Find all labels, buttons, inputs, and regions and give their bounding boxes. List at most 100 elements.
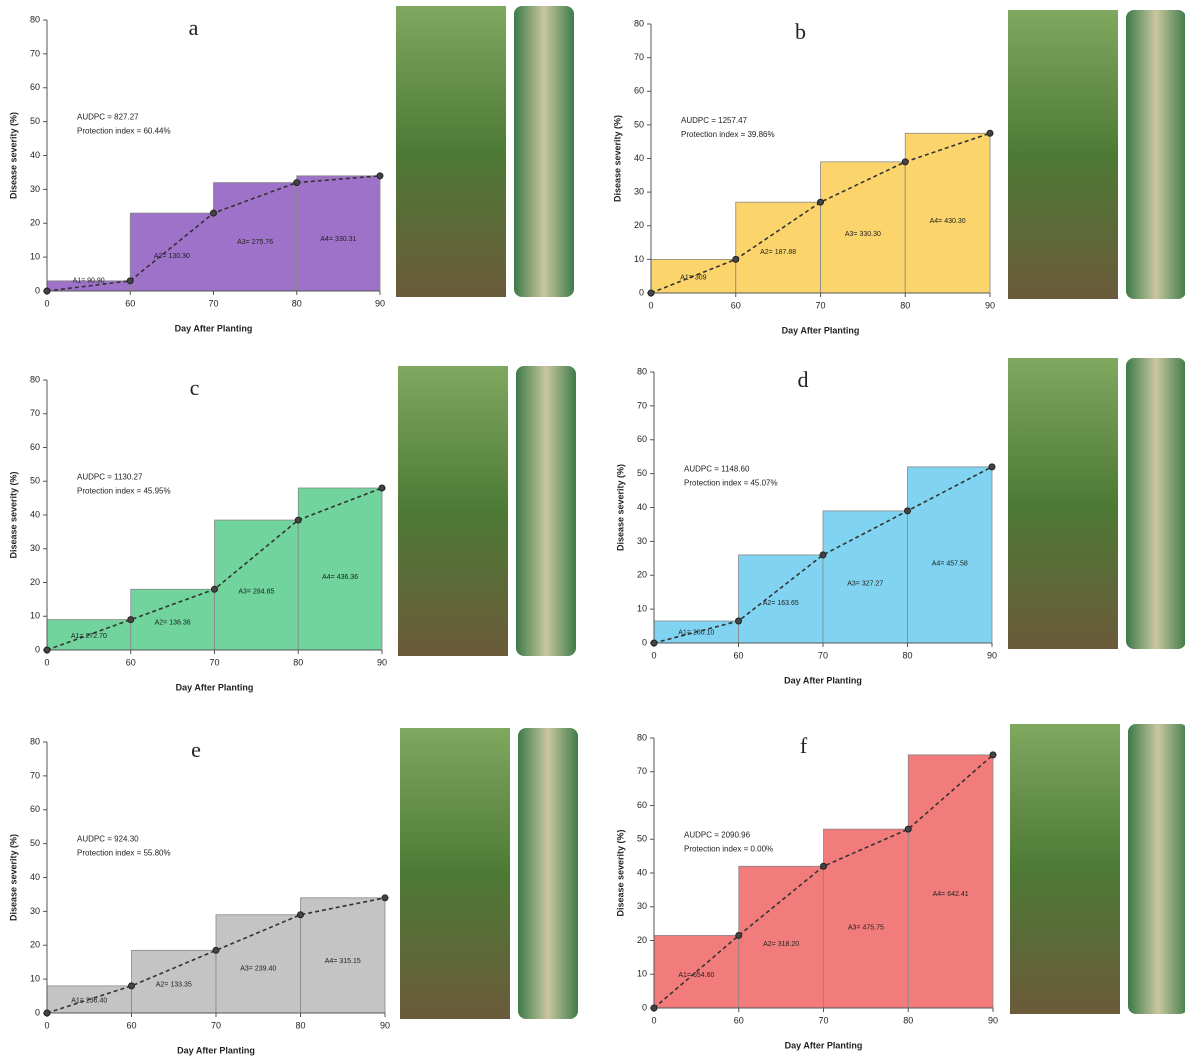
- y-tick-label: 50: [634, 119, 644, 129]
- y-tick-label: 0: [35, 1007, 40, 1017]
- x-tick-label: 60: [125, 298, 135, 308]
- plant-photo: [1008, 358, 1118, 649]
- y-tick-label: 40: [634, 153, 644, 163]
- severity-point: [736, 618, 742, 624]
- x-tick-label: 90: [985, 300, 995, 310]
- area-label: A1= 654.60: [678, 972, 714, 979]
- y-tick-label: 50: [30, 838, 40, 848]
- severity-point: [651, 1005, 657, 1011]
- plant-photo: [1008, 10, 1118, 299]
- area-label: A3= 275.76: [237, 239, 273, 246]
- y-tick-label: 0: [639, 287, 644, 297]
- y-axis-label: Disease severity (%): [615, 464, 625, 551]
- severity-point: [295, 517, 301, 523]
- area-bar: [908, 467, 993, 643]
- y-tick-label: 20: [30, 940, 40, 950]
- y-tick-label: 70: [637, 766, 647, 776]
- y-tick-label: 10: [30, 974, 40, 984]
- severity-point: [821, 863, 827, 869]
- x-tick-label: 80: [900, 300, 910, 310]
- y-tick-label: 20: [634, 220, 644, 230]
- x-tick-label: 80: [903, 1015, 913, 1025]
- plant-photo: [1010, 724, 1120, 1014]
- severity-point: [990, 752, 996, 758]
- area-bar: [214, 183, 297, 291]
- leaf-photo: [1126, 10, 1185, 299]
- x-tick-label: 0: [651, 1015, 656, 1025]
- severity-point: [44, 288, 50, 294]
- severity-point: [651, 640, 657, 646]
- y-tick-label: 80: [30, 736, 40, 746]
- area-bar: [739, 866, 824, 1008]
- x-tick-label: 60: [126, 657, 136, 667]
- severity-point: [44, 1010, 50, 1016]
- y-tick-label: 30: [30, 543, 40, 553]
- plant-photo: [400, 728, 510, 1019]
- x-axis-label: Day After Planting: [785, 1040, 863, 1050]
- y-tick-label: 10: [30, 252, 40, 262]
- x-tick-label: 70: [818, 650, 828, 660]
- y-tick-label: 40: [637, 502, 647, 512]
- x-tick-label: 90: [988, 1015, 998, 1025]
- leaf-photo: [516, 366, 576, 656]
- panel-letter: c: [190, 375, 200, 400]
- y-tick-label: 10: [634, 254, 644, 264]
- severity-point: [128, 617, 134, 623]
- y-tick-label: 70: [30, 770, 40, 780]
- y-tick-label: 80: [30, 14, 40, 24]
- y-tick-label: 70: [30, 408, 40, 418]
- area-label: A3= 239.40: [240, 966, 276, 973]
- area-bar: [824, 829, 909, 1008]
- area-label: A2= 187.88: [760, 249, 796, 256]
- x-tick-label: 90: [375, 298, 385, 308]
- x-tick-label: 70: [209, 657, 219, 667]
- annotation: AUDPC = 1130.27: [77, 472, 143, 481]
- area-label: A1= 90.90: [73, 278, 105, 285]
- y-tick-label: 20: [30, 577, 40, 587]
- y-tick-label: 60: [30, 804, 40, 814]
- annotation: AUDPC = 1257.47: [681, 116, 748, 125]
- y-tick-label: 70: [634, 52, 644, 62]
- area-label: A3= 475.75: [848, 924, 884, 931]
- x-axis-label: Day After Planting: [177, 1045, 255, 1055]
- leaf-photo: [514, 6, 574, 297]
- y-tick-label: 0: [35, 285, 40, 295]
- panel-letter: e: [191, 737, 201, 762]
- annotation: Protection index = 45.07%: [684, 479, 778, 488]
- severity-point: [733, 256, 739, 262]
- y-tick-label: 10: [30, 611, 40, 621]
- annotation: AUDPC = 924.30: [77, 835, 139, 844]
- y-axis-label: Disease severity (%): [8, 112, 18, 199]
- area-bar: [301, 898, 386, 1013]
- leaf-photo: [518, 728, 578, 1019]
- y-tick-label: 20: [637, 570, 647, 580]
- x-tick-label: 70: [815, 300, 825, 310]
- x-tick-label: 80: [292, 298, 302, 308]
- x-tick-label: 80: [902, 650, 912, 660]
- severity-point: [736, 932, 742, 938]
- y-tick-label: 50: [30, 476, 40, 486]
- annotation: AUDPC = 827.27: [77, 113, 139, 122]
- area-bar: [823, 511, 908, 643]
- x-tick-label: 80: [293, 657, 303, 667]
- y-tick-label: 60: [634, 86, 644, 96]
- y-tick-label: 40: [637, 867, 647, 877]
- severity-point: [905, 508, 911, 514]
- y-tick-label: 0: [35, 644, 40, 654]
- y-tick-label: 40: [30, 150, 40, 160]
- plant-photo: [396, 6, 506, 297]
- severity-point: [648, 290, 654, 296]
- leaf-photo: [1128, 724, 1185, 1014]
- y-tick-label: 40: [30, 509, 40, 519]
- area-bar: [297, 176, 380, 291]
- area-label: A3= 284.85: [238, 588, 274, 595]
- panel-letter: d: [798, 367, 809, 392]
- y-axis-label: Disease severity (%): [615, 829, 625, 916]
- x-tick-label: 60: [731, 300, 741, 310]
- y-tick-label: 60: [637, 434, 647, 444]
- area-bar: [908, 755, 993, 1008]
- y-tick-label: 80: [637, 366, 647, 376]
- severity-point: [987, 130, 993, 136]
- area-label: A4= 642.41: [933, 891, 969, 898]
- severity-point: [298, 912, 304, 918]
